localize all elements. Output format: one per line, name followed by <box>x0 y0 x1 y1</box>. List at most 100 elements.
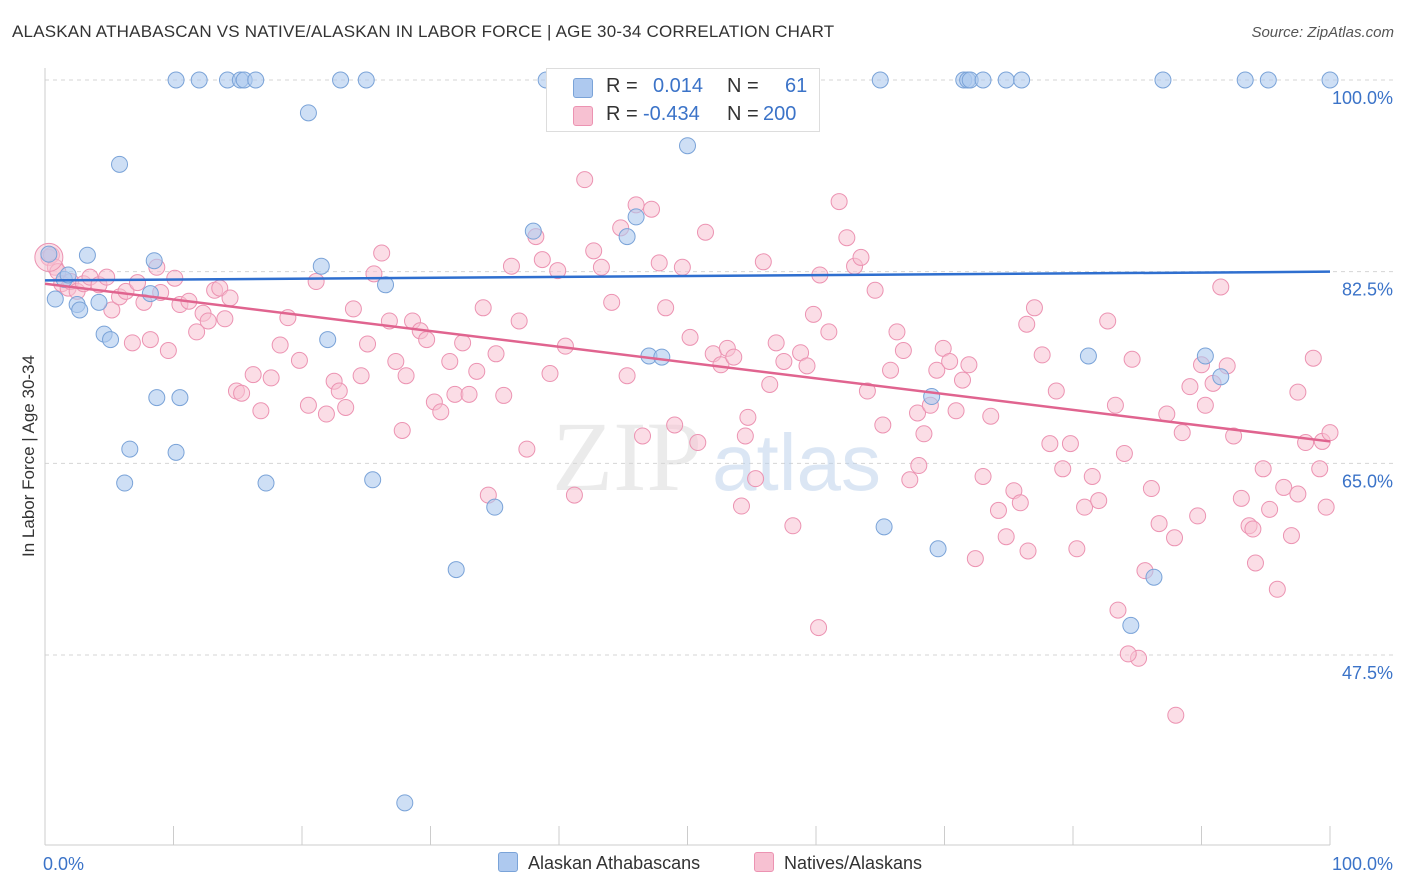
pink-data-point <box>1150 515 1168 533</box>
pink-data-point <box>495 386 513 404</box>
pink-data-point <box>585 242 603 260</box>
source-label: Source: ZipAtlas.com <box>1251 24 1394 41</box>
pink-data-point <box>1109 601 1127 619</box>
pink-data-point <box>446 385 464 403</box>
blue-data-point <box>319 331 337 349</box>
blue-data-point <box>1013 71 1031 89</box>
tick-labels: 47.5% 65.0% 82.5% 100.0% 0.0% 100.0% <box>43 88 1393 874</box>
bottom-legend-swatch-pink <box>754 852 774 872</box>
pink-data-point <box>1232 489 1250 507</box>
pink-data-point <box>960 356 978 374</box>
pink-data-point <box>673 258 691 276</box>
pink-data-point <box>1041 435 1059 453</box>
blue-data-point <box>148 389 166 407</box>
pink-data-point <box>397 367 415 385</box>
chart-title: ALASKAN ATHABASCAN VS NATIVE/ALASKAN IN … <box>12 22 835 41</box>
blue-data-point <box>190 71 208 89</box>
pink-data-point <box>894 342 912 360</box>
y-tick-label: 47.5% <box>1342 663 1393 683</box>
bottom-legend-label: Natives/Alaskans <box>784 853 923 873</box>
x-tick-label: 0.0% <box>43 854 84 874</box>
axes <box>44 68 1331 846</box>
blue-data-point <box>653 348 671 366</box>
pink-data-point <box>1018 315 1036 333</box>
blue-data-point <box>247 71 265 89</box>
pink-data-point <box>666 416 684 434</box>
blue-data-point <box>679 137 696 155</box>
pink-data-point <box>1166 529 1184 547</box>
pink-data-point <box>592 258 610 276</box>
pink-data-point <box>252 402 270 420</box>
blue-data-point <box>1236 71 1254 89</box>
pink-data-point <box>909 404 927 422</box>
pink-data-point <box>754 253 772 271</box>
pink-data-point <box>330 382 348 400</box>
blue-data-point <box>1196 347 1214 365</box>
pink-data-point <box>502 257 520 275</box>
pink-data-point <box>1212 278 1230 296</box>
pink-data-point <box>216 310 234 328</box>
pink-data-point <box>533 251 551 269</box>
pink-data-point <box>810 619 828 637</box>
pink-data-point <box>736 427 754 445</box>
pink-data-point <box>838 229 856 247</box>
pink-data-point <box>775 352 793 370</box>
pink-data-point <box>244 366 262 384</box>
blue-data-point <box>111 155 129 173</box>
pink-data-point <box>1033 346 1051 364</box>
blue-data-point <box>40 245 58 263</box>
pink-data-point <box>1011 494 1029 512</box>
blue-data-point <box>1154 71 1172 89</box>
pink-data-point <box>565 486 583 504</box>
blue-data-point <box>377 276 395 294</box>
pink-data-point <box>460 385 478 403</box>
blue-data-point <box>299 104 317 122</box>
pink-data-point <box>487 345 505 363</box>
blue-data-point <box>396 794 414 812</box>
legend-r-label: R = <box>606 103 638 125</box>
blue-data-point <box>1321 71 1339 89</box>
pink-data-point <box>576 171 594 189</box>
pink-data-point <box>603 293 621 311</box>
trend-lines <box>44 270 1331 443</box>
pink-data-point <box>681 328 699 346</box>
pink-data-point <box>874 416 892 434</box>
y-tick-label: 100.0% <box>1332 88 1393 108</box>
pink-data-point <box>317 405 335 423</box>
pink-data-point <box>997 528 1015 546</box>
pink-data-point <box>1244 520 1262 538</box>
blue-data-point <box>997 71 1015 89</box>
pink-data-point <box>1068 540 1086 558</box>
legend-swatch-blue <box>573 78 593 98</box>
pink-data-point <box>262 369 280 387</box>
blue-data-point <box>102 331 120 349</box>
pink-data-point <box>634 427 652 445</box>
pink-data-point <box>188 323 206 341</box>
pink-data-point <box>393 421 411 439</box>
blue-data-point <box>46 290 64 308</box>
pink-data-point <box>418 331 436 349</box>
pink-data-point <box>1261 500 1279 518</box>
legend-swatch-pink <box>573 106 593 126</box>
pink-data-point <box>852 248 870 266</box>
pink-data-point <box>915 425 933 443</box>
pink-data-point <box>1054 460 1072 478</box>
pink-data-point <box>1099 312 1117 330</box>
legend-row-natives: R = -0.434 N = 200 <box>547 100 819 128</box>
blue-data-point <box>141 285 159 303</box>
pink-data-point <box>1275 478 1293 496</box>
pink-data-point <box>1076 498 1094 516</box>
blue-data-point <box>1122 616 1140 634</box>
pink-data-point <box>1119 645 1137 663</box>
blue-data-point <box>71 301 89 319</box>
pink-data-point <box>1304 349 1322 367</box>
pink-data-point <box>689 434 707 452</box>
blue-data-point <box>627 208 645 226</box>
blue-data-point <box>121 440 139 458</box>
pink-data-point <box>1115 444 1133 462</box>
bottom-legend-label: Alaskan Athabascans <box>528 853 701 873</box>
alaskan-athabascans-points <box>40 71 1339 812</box>
pink-data-point <box>804 305 822 323</box>
pink-data-point <box>1047 382 1065 400</box>
